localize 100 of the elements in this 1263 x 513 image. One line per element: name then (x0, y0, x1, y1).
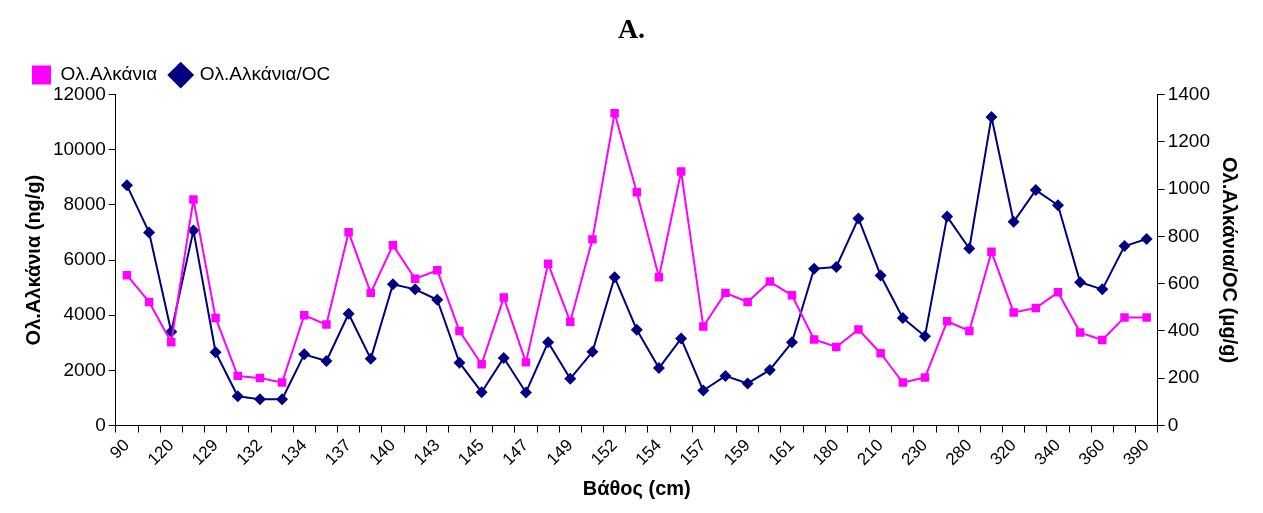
y-axis-title: Ολ.Αλκάνια (ng/g) (21, 174, 44, 346)
x-tick-label: 390 (1119, 435, 1153, 469)
point (386, 278, 399, 291)
x-tick-label: 320 (986, 435, 1020, 469)
point (941, 210, 954, 223)
point (765, 277, 775, 286)
x-tick-label: 145 (454, 435, 488, 469)
x-tick-label: 152 (587, 435, 621, 469)
point (431, 293, 444, 306)
point (876, 349, 885, 358)
point (852, 212, 865, 225)
point (898, 378, 908, 387)
point (542, 336, 555, 349)
point (344, 227, 353, 237)
point (787, 291, 797, 300)
point (586, 345, 599, 358)
point (143, 226, 156, 239)
legend-label: Ολ.Αλκάνια (60, 63, 158, 85)
point (1142, 313, 1151, 322)
x-tick-label: 132 (232, 435, 267, 469)
x-tick-label: 90 (106, 435, 134, 463)
x-tick-label: 140 (365, 435, 400, 469)
point (920, 373, 930, 382)
x-tick-label: 159 (720, 435, 754, 469)
point (409, 283, 422, 296)
x-tick-label: 143 (409, 435, 444, 469)
point (608, 271, 621, 284)
point (519, 386, 532, 399)
point (987, 247, 996, 257)
point (743, 297, 752, 307)
x-tick-label: 280 (941, 435, 976, 469)
x-tick-label: 340 (1030, 435, 1065, 469)
y2-tick-label: 1200 (1167, 130, 1211, 152)
point (277, 378, 287, 387)
legend-label: Ολ.Αλκάνια/OC (199, 63, 331, 85)
point (1029, 184, 1042, 197)
point (675, 332, 688, 345)
point (477, 360, 486, 369)
point (1075, 328, 1085, 337)
point (741, 377, 754, 390)
point (1118, 240, 1131, 253)
point (965, 326, 974, 336)
x-tick-label: 120 (143, 435, 178, 469)
x-axis-title: Βάθος (cm) (582, 476, 691, 499)
y-tick-label: 6000 (63, 248, 106, 270)
point (342, 307, 355, 320)
point (453, 356, 466, 369)
point (830, 260, 843, 273)
point (1051, 199, 1064, 212)
point (699, 322, 708, 331)
point (1074, 276, 1087, 289)
y-tick-label: 0 (95, 413, 106, 435)
point (209, 346, 222, 359)
point (211, 313, 220, 323)
point (874, 269, 887, 282)
point (120, 179, 133, 192)
y-tick-label: 4000 (63, 303, 106, 325)
point (652, 362, 665, 375)
point (543, 259, 553, 268)
point (918, 330, 931, 343)
point (475, 386, 488, 399)
chart-title: A. (617, 13, 646, 45)
point (676, 167, 686, 176)
point (630, 323, 643, 336)
point (809, 335, 819, 344)
point (763, 363, 776, 376)
x-tick-label: 360 (1074, 435, 1109, 469)
x-tick-label: 137 (321, 435, 355, 469)
point (322, 320, 331, 329)
x-tick-label: 134 (276, 435, 311, 469)
y2-tick-label: 1000 (1167, 177, 1211, 199)
point (564, 372, 577, 385)
x-tick-label: 230 (897, 435, 932, 469)
point (942, 317, 952, 326)
point (1098, 335, 1107, 345)
x-tick-label: 161 (764, 435, 799, 469)
point (566, 317, 575, 327)
point (1120, 313, 1129, 322)
point (1140, 233, 1153, 246)
point (499, 293, 509, 302)
point (588, 235, 597, 244)
x-tick-label: 180 (808, 435, 843, 469)
y2-tick-label: 200 (1167, 366, 1200, 388)
point (300, 310, 309, 320)
y2-axis-title: Ολ.Αλκάνια/OC (μg/g) (1219, 156, 1242, 364)
y-tick-label: 12000 (52, 82, 106, 104)
x-tick-label: 129 (188, 435, 222, 469)
point (610, 109, 619, 118)
point (189, 195, 198, 204)
point (253, 393, 266, 406)
x-tick-label: 154 (631, 435, 666, 469)
y2-tick-label: 0 (1167, 413, 1179, 435)
point (231, 390, 244, 403)
point (896, 311, 909, 324)
x-tick-label: 210 (853, 435, 887, 469)
point (521, 358, 531, 367)
y2-tick-label: 400 (1167, 319, 1200, 341)
x-tick-label: 149 (542, 435, 577, 469)
point (785, 336, 798, 349)
point (719, 369, 732, 382)
